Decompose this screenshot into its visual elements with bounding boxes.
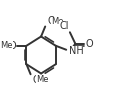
Text: O: O — [9, 41, 16, 51]
Text: O: O — [33, 75, 40, 85]
Text: Me: Me — [51, 17, 63, 26]
Text: Cl: Cl — [59, 21, 69, 31]
Text: Me: Me — [36, 75, 49, 84]
Text: O: O — [48, 16, 55, 26]
Text: O: O — [86, 39, 93, 49]
Text: NH: NH — [69, 46, 83, 56]
Text: Me: Me — [0, 41, 13, 50]
